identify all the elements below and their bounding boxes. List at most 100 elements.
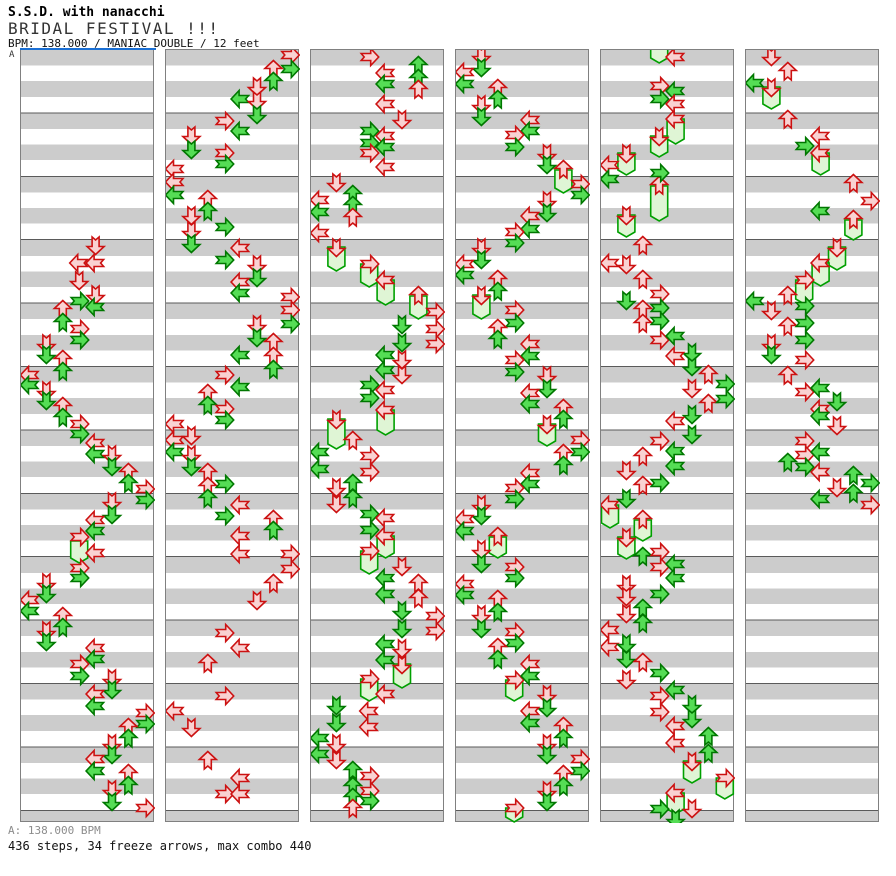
freeze-arrow-head (681, 751, 703, 772)
step-arrow (246, 254, 268, 275)
freeze-arrow-head (375, 525, 396, 547)
step-arrow (456, 584, 475, 606)
step-arrow (470, 553, 492, 574)
step-arrow (21, 589, 40, 611)
step-arrow (810, 488, 831, 510)
step-arrow (777, 452, 799, 473)
step-arrow (504, 221, 525, 243)
measure-panel-6 (745, 49, 880, 822)
step-arrow (746, 72, 765, 94)
section-start-line (20, 48, 156, 50)
step-arrow (632, 235, 654, 256)
step-arrow (342, 760, 364, 781)
step-arrow (391, 314, 413, 335)
step-arrow (214, 216, 235, 238)
step-arrow (504, 136, 525, 158)
step-arrow (69, 329, 90, 351)
step-arrow (456, 253, 475, 275)
step-arrow (665, 732, 686, 754)
step-arrow (311, 441, 330, 463)
step-arrow (166, 413, 185, 435)
step-arrow (280, 299, 300, 321)
step-arrow (135, 797, 155, 819)
step-arrow (665, 410, 686, 432)
step-arrow (359, 374, 380, 396)
freeze-arrow-head (375, 399, 396, 421)
step-arrow (117, 775, 139, 796)
step-arrow (794, 312, 815, 334)
step-arrow (570, 441, 590, 463)
step-arrow (375, 359, 396, 381)
freeze-arrow-head (407, 285, 429, 306)
step-arrow (615, 603, 637, 624)
step-arrow (504, 349, 525, 371)
step-arrow (794, 349, 815, 371)
step-arrow (69, 653, 90, 675)
step-arrow (665, 93, 686, 115)
step-arrow (359, 445, 380, 467)
step-arrow (425, 620, 445, 642)
step-arrow (777, 285, 799, 306)
step-arrow (407, 588, 429, 609)
step-arrow (649, 685, 670, 707)
step-arrow (649, 798, 670, 820)
freeze-arrow-head (615, 527, 637, 548)
step-arrow (214, 783, 235, 805)
step-arrow (311, 458, 330, 480)
step-arrow (570, 748, 590, 770)
step-arrow (810, 461, 831, 483)
step-arrow (101, 744, 123, 765)
step-arrow (520, 462, 541, 484)
step-arrow (470, 505, 492, 526)
step-arrow (359, 503, 380, 525)
step-arrow (615, 648, 637, 669)
step-arrow (425, 318, 445, 340)
step-arrow (101, 791, 123, 812)
step-arrow (311, 201, 330, 223)
app-title: S.S.D. with nanacchi (8, 5, 165, 20)
freeze-arrow-head (487, 526, 509, 547)
step-arrow (197, 653, 219, 674)
step-arrow (197, 750, 219, 771)
step-arrow (230, 376, 251, 398)
step-arrow (504, 556, 525, 578)
step-arrow (681, 378, 703, 399)
step-arrow (214, 473, 235, 495)
step-arrow (135, 702, 155, 724)
freeze-arrow-head (648, 126, 670, 147)
step-arrow (85, 637, 106, 659)
step-arrow (536, 684, 558, 705)
freeze-arrow-head (325, 237, 347, 258)
step-arrow (487, 602, 509, 623)
step-arrow (391, 364, 413, 385)
step-arrow (665, 715, 686, 737)
step-arrow (504, 232, 525, 254)
step-arrow (246, 314, 268, 335)
step-arrow (246, 590, 268, 611)
step-arrow (359, 50, 380, 68)
step-arrow (681, 356, 703, 377)
freeze-arrow-head (665, 782, 686, 804)
step-arrow (777, 365, 799, 386)
freeze-arrow-head (359, 253, 380, 275)
step-arrow (214, 249, 235, 271)
step-arrow (520, 120, 541, 142)
step-arrow (166, 158, 185, 180)
step-arrow (425, 605, 445, 627)
step-arrow (615, 633, 637, 654)
step-arrow (681, 708, 703, 729)
step-arrow (470, 57, 492, 78)
step-arrow (375, 136, 396, 158)
step-arrow (470, 106, 492, 127)
freeze-arrow-head (615, 205, 637, 226)
step-arrow (342, 488, 364, 509)
step-arrow (166, 171, 185, 193)
step-arrow (760, 300, 782, 321)
freeze-arrow-head (615, 143, 637, 164)
step-arrow (504, 477, 525, 499)
step-arrow (375, 344, 396, 366)
step-arrow (681, 404, 703, 425)
step-arrow (391, 332, 413, 353)
step-arrow (681, 342, 703, 363)
step-arrow (615, 669, 637, 690)
